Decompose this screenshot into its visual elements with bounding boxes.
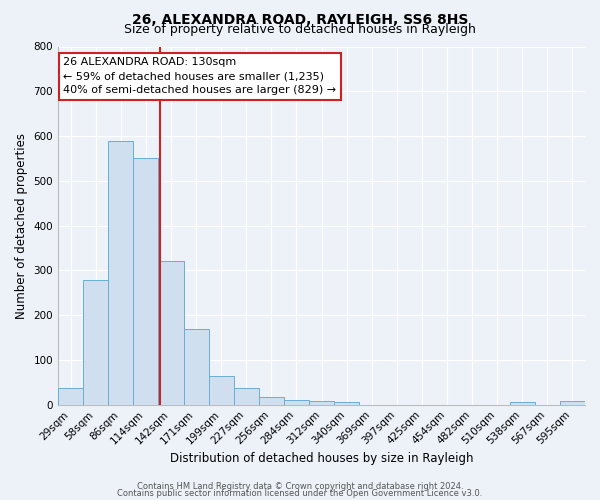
Bar [309, 401, 334, 404]
Bar [184, 328, 209, 404]
Bar [158, 262, 184, 404]
Bar [259, 396, 284, 404]
Text: Contains public sector information licensed under the Open Government Licence v3: Contains public sector information licen… [118, 490, 482, 498]
Bar [284, 400, 309, 404]
Bar [560, 401, 585, 404]
X-axis label: Distribution of detached houses by size in Rayleigh: Distribution of detached houses by size … [170, 452, 473, 465]
Bar [510, 402, 535, 404]
Bar [233, 388, 259, 404]
Text: 26, ALEXANDRA ROAD, RAYLEIGH, SS6 8HS: 26, ALEXANDRA ROAD, RAYLEIGH, SS6 8HS [132, 12, 468, 26]
Bar [58, 388, 83, 404]
Bar [209, 376, 233, 404]
Bar [133, 158, 158, 404]
Text: Contains HM Land Registry data © Crown copyright and database right 2024.: Contains HM Land Registry data © Crown c… [137, 482, 463, 491]
Text: 26 ALEXANDRA ROAD: 130sqm
← 59% of detached houses are smaller (1,235)
40% of se: 26 ALEXANDRA ROAD: 130sqm ← 59% of detac… [64, 57, 337, 95]
Bar [83, 280, 108, 404]
Text: Size of property relative to detached houses in Rayleigh: Size of property relative to detached ho… [124, 22, 476, 36]
Bar [108, 140, 133, 404]
Y-axis label: Number of detached properties: Number of detached properties [15, 132, 28, 318]
Bar [334, 402, 359, 404]
